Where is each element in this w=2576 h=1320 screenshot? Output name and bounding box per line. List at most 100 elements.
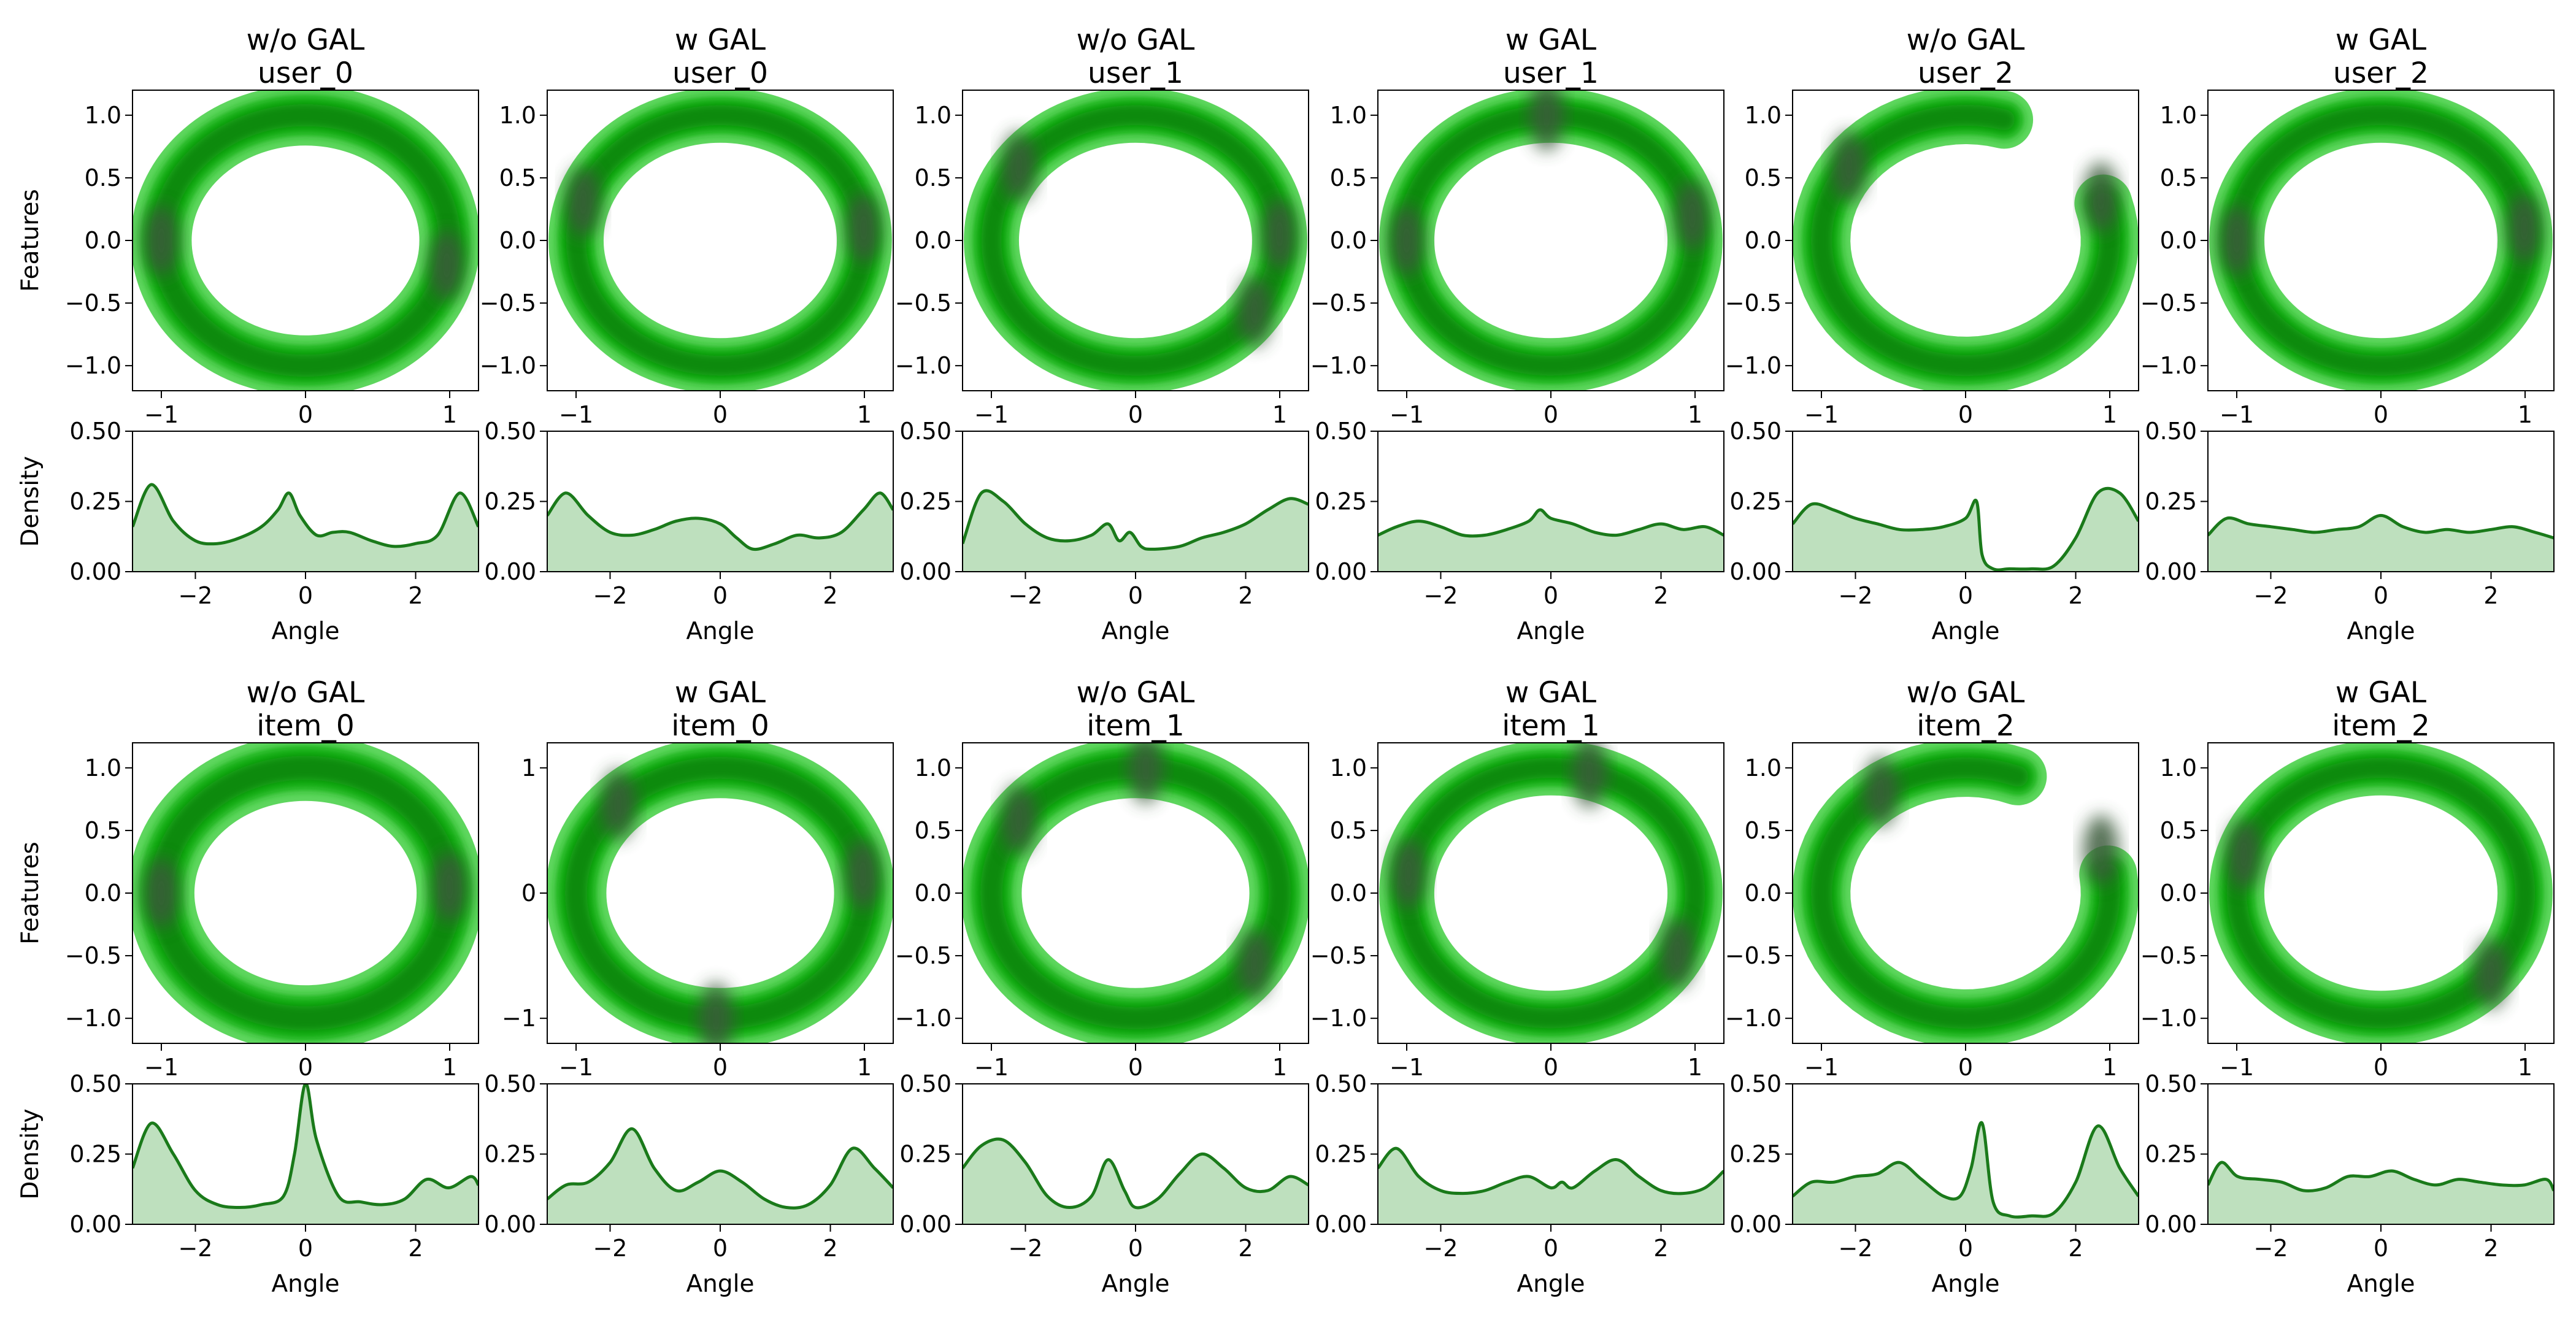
feature-x-tick-label: −1: [144, 401, 179, 428]
feature-y-tick-label: 0.5: [915, 817, 952, 844]
density-x-tick-label: 2: [1238, 582, 1253, 609]
feature-x-tick-label: 1: [1272, 401, 1287, 428]
density-axis-label: Density: [17, 1108, 44, 1199]
density-x-tick-label: 2: [823, 582, 837, 609]
density-y-tick-label: 0.25: [1315, 488, 1367, 515]
ring-density-peak: [1389, 205, 1424, 276]
ring-density: [2209, 743, 2553, 1043]
panel-title-method: w GAL: [675, 676, 766, 710]
feature-y-tick-label: −1.0: [65, 1005, 121, 1032]
feature-y-tick-label: −0.5: [1725, 942, 1782, 969]
ring-density-peak: [1128, 743, 1164, 804]
density-y-tick-label: 0.00: [1729, 558, 1782, 585]
ring-density-peak: [1674, 180, 1710, 251]
ring-band-inner: [566, 105, 875, 376]
density-area: [1378, 510, 1724, 572]
panel-title-method: w GAL: [1505, 23, 1596, 57]
feature-y-tick-label: 0.5: [2160, 817, 2197, 844]
feature-y-tick-label: 0.0: [1745, 880, 1782, 907]
feature-y-tick-label: −1.0: [1310, 352, 1367, 379]
density-y-tick-label: 0.25: [484, 1141, 536, 1168]
feature-y-tick-label: 0.0: [85, 880, 121, 907]
panel-title-method: w/o GAL: [247, 676, 365, 710]
feature-y-tick-label: 1.0: [1745, 754, 1782, 781]
ring-density-peak: [601, 769, 636, 840]
ring-density: [964, 90, 1307, 391]
density-plot: [1793, 486, 2139, 572]
density-curve: [2208, 513, 2554, 540]
feature-y-tick-label: −0.5: [480, 290, 536, 317]
ring-band-inner: [150, 104, 461, 377]
angle-axis-label: Angle: [2347, 1270, 2415, 1298]
density-x-tick-label: −2: [178, 1235, 212, 1262]
density-y-tick-label: 0.50: [899, 418, 952, 445]
angle-axis-label: Angle: [1517, 1270, 1585, 1298]
feature-x-tick-label: 0: [2374, 1054, 2388, 1081]
ring-density: [133, 743, 479, 1043]
feature-x-tick-label: −1: [144, 1054, 179, 1081]
panel-title-entity: item_2: [2332, 709, 2430, 743]
feature-y-tick-label: 0.5: [85, 164, 121, 191]
density-x-tick-label: −2: [2253, 1235, 2288, 1262]
panel-title-entity: user_2: [1918, 56, 2013, 90]
ring-density: [1793, 90, 2139, 391]
density-y-tick-label: 0.00: [69, 558, 121, 585]
ring-density: [2209, 90, 2553, 391]
ring-density-peak: [1001, 131, 1037, 202]
density-y-tick-label: 0.25: [899, 1141, 952, 1168]
feature-y-tick-label: −1: [502, 1005, 536, 1032]
feature-y-tick-label: −0.5: [895, 290, 952, 317]
ring-density-peak: [846, 193, 882, 263]
density-x-tick-label: −2: [1423, 1235, 1458, 1262]
density-curve: [547, 491, 893, 551]
feature-x-tick-label: −1: [559, 401, 593, 428]
features-axis-label: Features: [17, 189, 44, 292]
feature-x-tick-label: 1: [442, 401, 457, 428]
panel-title-method: w/o GAL: [1077, 676, 1195, 710]
density-plot: [133, 483, 479, 572]
density-area: [133, 1084, 479, 1224]
density-y-tick-label: 0.00: [1315, 1211, 1367, 1238]
feature-x-tick-label: 0: [1128, 401, 1143, 428]
density-x-tick-label: −2: [593, 582, 627, 609]
density-y-tick-label: 0.50: [69, 418, 121, 445]
feature-x-tick-label: −1: [1804, 401, 1839, 428]
feature-y-tick-label: 1.0: [1330, 754, 1367, 781]
ring-density-peak: [1391, 838, 1426, 909]
density-y-tick-label: 0.50: [2145, 418, 2197, 445]
ring-density: [1379, 90, 1723, 391]
angle-axis-label: Angle: [1102, 1270, 1170, 1298]
feature-x-tick-label: 1: [2518, 401, 2532, 428]
density-area: [1378, 1148, 1724, 1224]
density-y-tick-label: 0.25: [2145, 1141, 2197, 1168]
ring-density: [1793, 743, 2139, 1043]
feature-x-tick-label: −1: [974, 1054, 1009, 1081]
density-plot: [1378, 508, 1724, 572]
feature-x-tick-label: −1: [559, 1054, 593, 1081]
density-x-tick-label: 0: [713, 1235, 728, 1262]
ring-density-peak: [429, 230, 464, 301]
density-y-tick-label: 0.25: [1729, 1141, 1782, 1168]
feature-y-tick-label: −1.0: [1725, 1005, 1782, 1032]
panel-title-method: w GAL: [2336, 23, 2426, 57]
panel-title-entity: item_0: [256, 709, 355, 743]
feature-y-tick-label: −1.0: [895, 352, 952, 379]
angle-axis-label: Angle: [272, 618, 340, 645]
feature-y-tick-label: 1.0: [915, 754, 952, 781]
density-x-tick-label: −2: [2253, 582, 2288, 609]
density-plot: [547, 1127, 893, 1224]
density-area: [1793, 1122, 2139, 1224]
feature-x-tick-label: 0: [298, 1054, 313, 1081]
panel-title-entity: item_1: [1086, 709, 1185, 743]
density-x-tick-label: 0: [1958, 1235, 1973, 1262]
density-area: [547, 1129, 893, 1224]
feature-x-tick-label: −1: [2220, 401, 2254, 428]
density-x-tick-label: 2: [2068, 1235, 2083, 1262]
density-x-tick-label: 2: [2483, 1235, 2498, 1262]
